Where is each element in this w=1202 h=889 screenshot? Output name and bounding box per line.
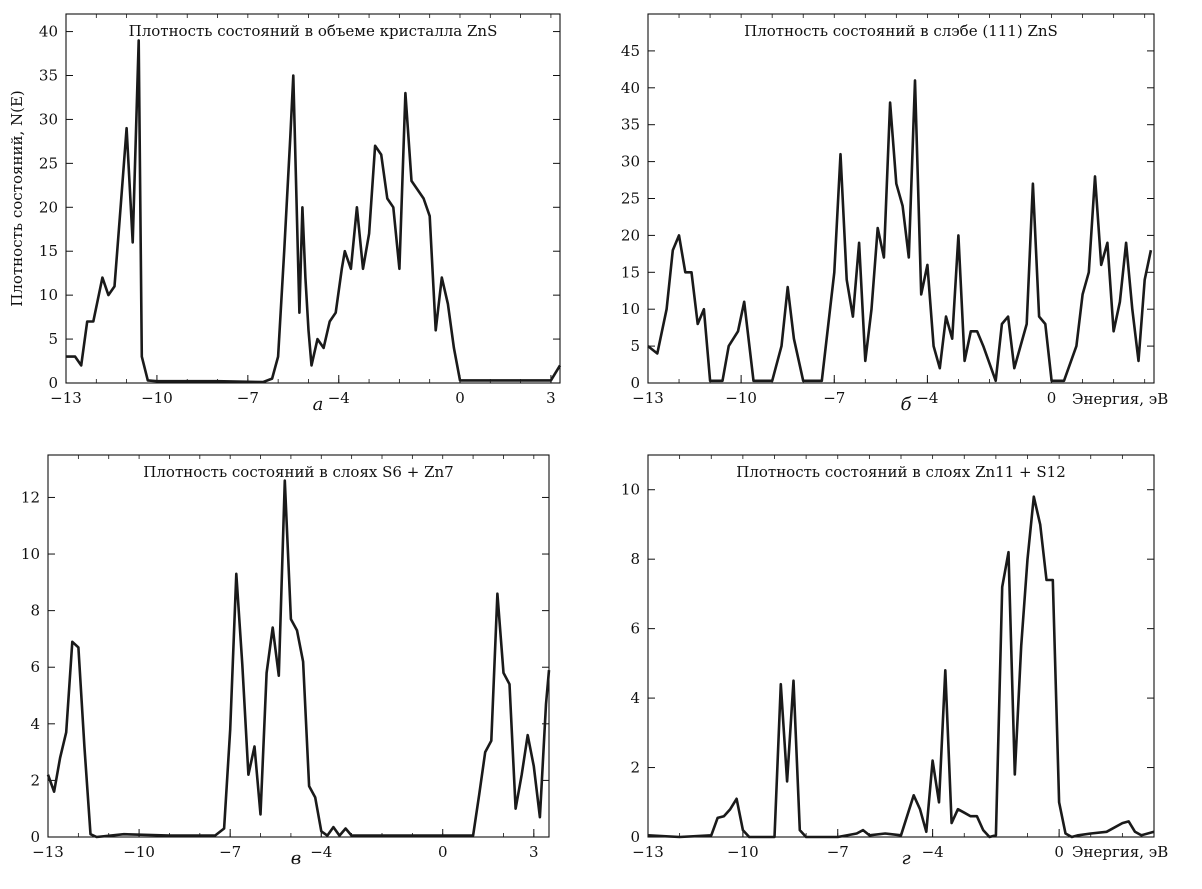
panel-letter: а — [313, 394, 324, 415]
y-tick-label: 10 — [39, 286, 58, 304]
y-tick-label: 15 — [621, 263, 640, 281]
y-tick-label: 30 — [39, 110, 58, 128]
x-tick-label: 0 — [455, 389, 465, 407]
x-tick-label: −10 — [725, 389, 757, 407]
y-tick-label: 4 — [30, 715, 40, 733]
plot-frame — [65, 13, 561, 384]
y-tick-label: 40 — [39, 23, 58, 41]
x-tick-label: −10 — [141, 389, 173, 407]
y-tick-label: 2 — [30, 771, 40, 789]
dos-series-line — [647, 79, 1153, 383]
chart-title: Плотность состояний в слэбе (111) ZnS — [744, 22, 1058, 40]
x-tick-label: 3 — [529, 843, 539, 861]
panel-letter: в — [291, 848, 301, 869]
x-tick-label: 0 — [1047, 389, 1057, 407]
y-tick-label: 25 — [621, 190, 640, 208]
plot-frame — [647, 454, 1155, 838]
x-tick-label: 0 — [438, 843, 448, 861]
chart-title: Плотность состояний в слоях Zn11 + S12 — [736, 463, 1066, 481]
x-tick-label: −13 — [632, 389, 664, 407]
y-tick-label: 8 — [30, 602, 40, 620]
y-axis-label: Плотность состояний, N(E) — [8, 90, 26, 307]
x-tick-label: −7 — [827, 843, 849, 861]
dos-series-line — [647, 495, 1155, 839]
y-tick-label: 35 — [39, 67, 58, 85]
chart-title: Плотность состояний в объеме кристалла Z… — [129, 22, 498, 40]
y-tick-label: 5 — [630, 337, 640, 355]
chart-title: Плотность состояний в слоях S6 + Zn7 — [143, 463, 453, 481]
y-tick-label: 45 — [621, 42, 640, 60]
y-tick-label: 6 — [630, 620, 640, 638]
dos-series-line — [66, 39, 562, 384]
dos-series-line — [46, 479, 551, 839]
plot-frame — [47, 454, 550, 838]
x-tick-label: −13 — [32, 843, 64, 861]
x-tick-label: −7 — [237, 389, 259, 407]
y-tick-label: 0 — [630, 374, 640, 392]
x-tick-label: 0 — [1054, 843, 1064, 861]
y-tick-label: 35 — [621, 116, 640, 134]
y-tick-label: 30 — [621, 153, 640, 171]
x-tick-label: −4 — [916, 389, 938, 407]
y-tick-label: 2 — [630, 759, 640, 777]
x-tick-label: −4 — [922, 843, 944, 861]
chart-panel-2: −13 −10 −7 −4 0 0 5 10 15 20 25 30 35 40 45 Плотность с… — [621, 13, 1168, 415]
y-tick-label: 25 — [39, 154, 58, 172]
y-tick-label: 0 — [30, 828, 40, 846]
x-tick-label: −7 — [219, 843, 241, 861]
x-tick-label: −10 — [727, 843, 759, 861]
y-tick-label: 40 — [621, 79, 640, 97]
y-tick-label: 8 — [630, 550, 640, 568]
y-tick-label: 10 — [621, 300, 640, 318]
y-tick-label: 4 — [630, 689, 640, 707]
y-tick-label: 20 — [621, 226, 640, 244]
x-tick-label: −10 — [123, 843, 155, 861]
x-tick-label: −4 — [328, 389, 350, 407]
y-tick-label: 0 — [48, 374, 58, 392]
y-tick-label: 10 — [621, 481, 640, 499]
y-tick-label: 0 — [630, 828, 640, 846]
x-tick-label: 3 — [546, 389, 556, 407]
y-tick-label: 12 — [21, 488, 40, 506]
y-tick-label: 20 — [39, 198, 58, 216]
x-axis-label: Энергия, эВ — [1072, 390, 1168, 408]
y-tick-label: 15 — [39, 242, 58, 260]
panel-letter: б — [901, 394, 913, 415]
x-tick-label: −13 — [50, 389, 82, 407]
y-tick-label: 10 — [21, 545, 40, 563]
y-tick-label: 5 — [48, 330, 58, 348]
chart-panel-3: −13 −10 −7 −4 0 3 0 2 4 6 8 10 12 Плотность состояний… — [21, 454, 551, 869]
panel-letter: г — [901, 848, 910, 869]
x-axis-label: Энергия, эВ — [1072, 843, 1168, 861]
x-tick-label: −13 — [632, 843, 664, 861]
x-tick-label: −4 — [310, 843, 332, 861]
chart-panel-4: −13 −10 −7 −4 0 0 2 4 6 8 10 Плотность состояний в … — [621, 454, 1168, 869]
y-tick-label: 6 — [30, 658, 40, 676]
x-tick-label: −7 — [823, 389, 845, 407]
